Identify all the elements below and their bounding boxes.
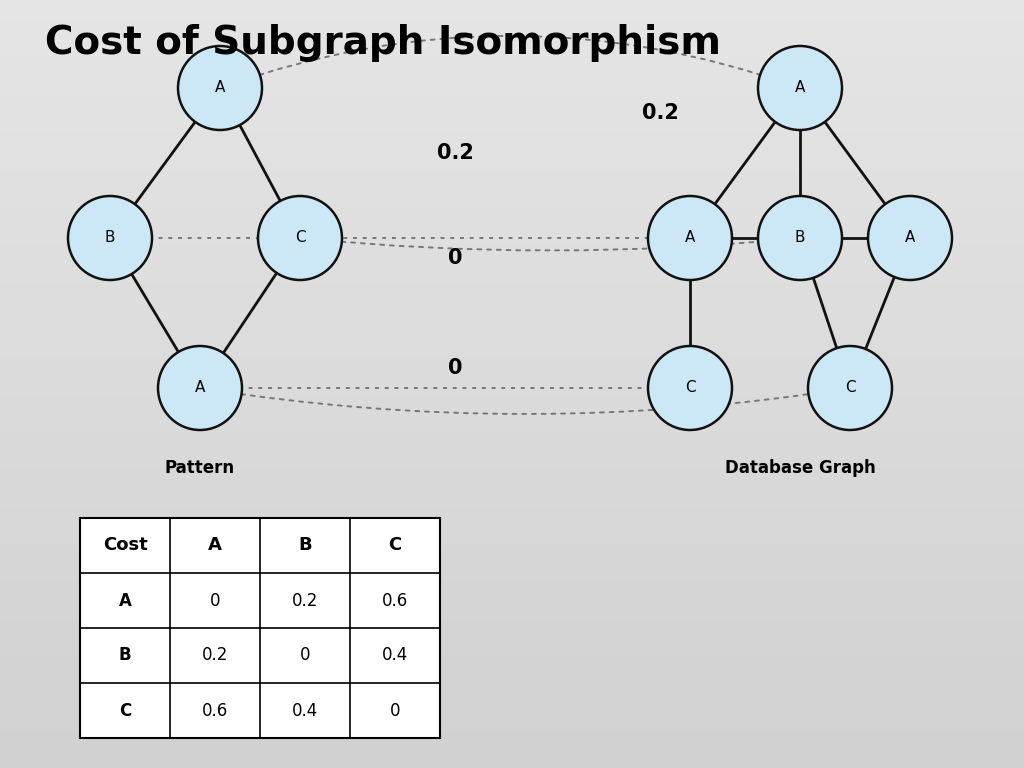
Text: C: C: [119, 701, 131, 720]
Text: A: A: [119, 591, 131, 610]
Text: 0.4: 0.4: [382, 647, 409, 664]
Text: Database Graph: Database Graph: [725, 459, 876, 477]
Text: 0.2: 0.2: [436, 143, 473, 163]
Text: 0.2: 0.2: [642, 103, 679, 123]
Text: 0.6: 0.6: [202, 701, 228, 720]
Text: B: B: [795, 230, 805, 246]
Text: A: A: [195, 380, 205, 396]
Circle shape: [68, 196, 152, 280]
Text: 0: 0: [447, 248, 462, 268]
Text: 0: 0: [390, 701, 400, 720]
Text: B: B: [119, 647, 131, 664]
Circle shape: [758, 46, 842, 130]
Text: 0.2: 0.2: [292, 591, 318, 610]
Text: A: A: [795, 81, 805, 95]
Text: A: A: [685, 230, 695, 246]
Text: Pattern: Pattern: [165, 459, 236, 477]
Circle shape: [258, 196, 342, 280]
Text: 0: 0: [210, 591, 220, 610]
Circle shape: [178, 46, 262, 130]
Text: B: B: [298, 537, 312, 554]
Text: C: C: [295, 230, 305, 246]
Text: C: C: [685, 380, 695, 396]
Text: A: A: [905, 230, 915, 246]
Circle shape: [648, 346, 732, 430]
Circle shape: [648, 196, 732, 280]
Text: 0.6: 0.6: [382, 591, 409, 610]
Text: A: A: [215, 81, 225, 95]
Text: C: C: [845, 380, 855, 396]
Circle shape: [758, 196, 842, 280]
Circle shape: [868, 196, 952, 280]
Circle shape: [808, 346, 892, 430]
Text: B: B: [104, 230, 116, 246]
Text: C: C: [388, 537, 401, 554]
Text: 0.4: 0.4: [292, 701, 318, 720]
Text: 0.2: 0.2: [202, 647, 228, 664]
Text: Cost: Cost: [102, 537, 147, 554]
Text: 0: 0: [300, 647, 310, 664]
FancyBboxPatch shape: [80, 518, 440, 738]
Circle shape: [158, 346, 242, 430]
Text: Cost of Subgraph Isomorphism: Cost of Subgraph Isomorphism: [45, 24, 721, 62]
Text: 0: 0: [447, 358, 462, 378]
Text: A: A: [208, 537, 222, 554]
